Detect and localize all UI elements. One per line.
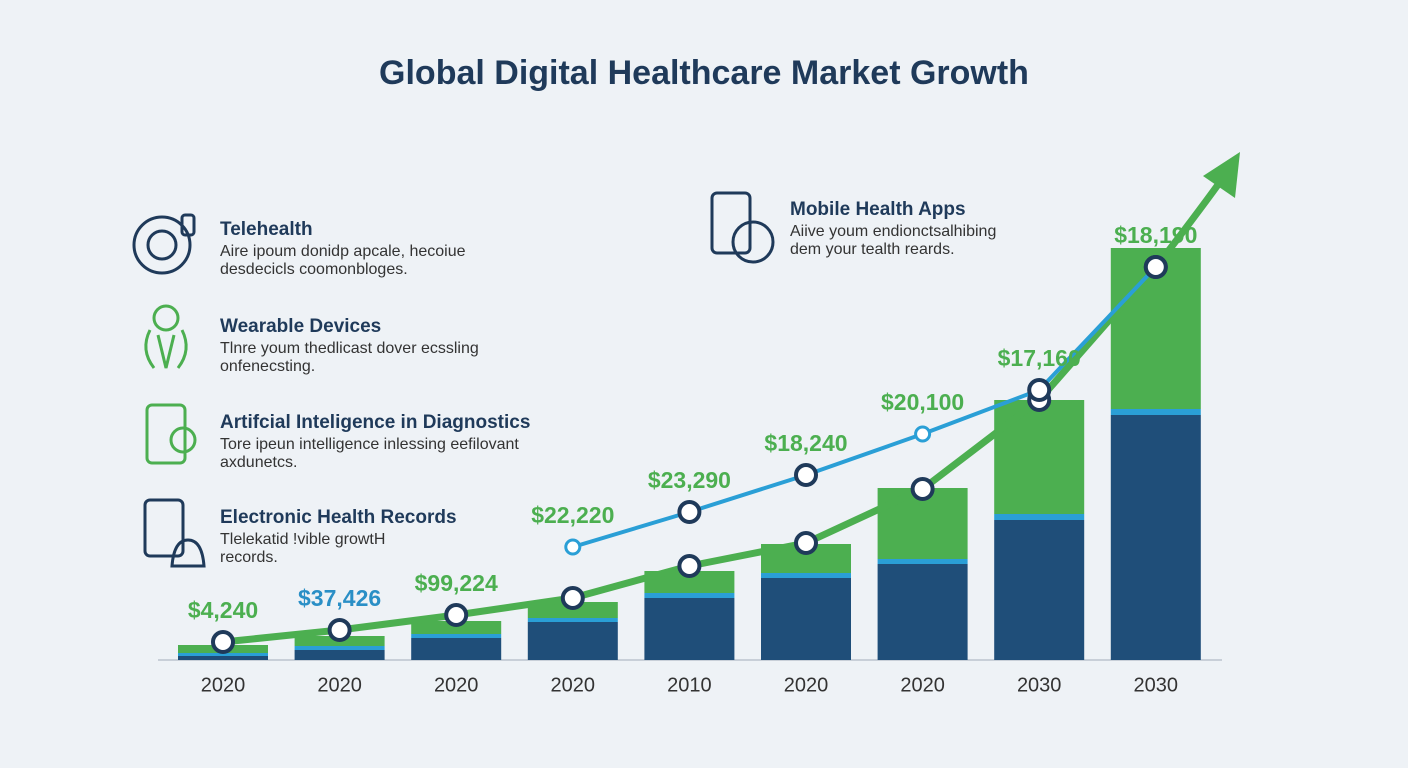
- line-point: [564, 538, 582, 556]
- feature-text: Tlnre youm thedlicast dover ecssling: [220, 340, 479, 357]
- line-point: [677, 554, 702, 578]
- bar-segment: [411, 621, 502, 634]
- wearable-icon-head: [152, 304, 180, 332]
- bar-segment: [877, 559, 968, 564]
- bar-segment: [644, 571, 735, 593]
- arrow-head: [1203, 152, 1240, 198]
- x-tick-label: 2020: [201, 674, 246, 696]
- feature-title: Telehealth: [220, 219, 313, 240]
- feature-title: Electronic Health Records: [220, 507, 457, 528]
- telehealth-icon-inner: [146, 229, 178, 261]
- bar-segment: [527, 622, 618, 660]
- ehr-icon-person: [170, 538, 206, 568]
- point-label: $37,426: [298, 585, 381, 611]
- bar-segment: [761, 578, 851, 660]
- bar-segment: [994, 400, 1085, 514]
- bar-segment: [644, 598, 735, 660]
- ai-icon-phone: [145, 403, 187, 465]
- feature-text: Aire ipoum donidp apcale, hecoiue: [220, 243, 466, 260]
- point-label: $17,160: [998, 345, 1081, 371]
- feature-text: Tore ipeun intelligence inlessing eefilo…: [220, 436, 519, 453]
- point-label: $23,290: [648, 467, 731, 493]
- bar-segment: [761, 573, 851, 578]
- x-tick-label: 2030: [1017, 674, 1062, 696]
- line-point: [560, 586, 585, 610]
- icons: [132, 191, 775, 568]
- line-point: [1027, 378, 1052, 402]
- bar-segment: [527, 618, 618, 622]
- feature-text: records.: [220, 549, 278, 566]
- trend-line: [572, 265, 1158, 549]
- x-tick-label: 2020: [900, 674, 945, 696]
- point-label: $18,240: [764, 430, 847, 456]
- feature-text: desdecicls coomonbloges.: [220, 261, 408, 278]
- bar-segment: [1110, 415, 1201, 660]
- bar-segment: [411, 634, 502, 638]
- bar-segment: [294, 650, 385, 660]
- x-tick-label: 2020: [551, 674, 596, 696]
- x-tick-label: 2020: [317, 674, 362, 696]
- line-point: [444, 603, 469, 627]
- x-tick-label: 2030: [1134, 674, 1179, 696]
- bar-segment: [178, 656, 268, 660]
- line-point: [794, 531, 818, 555]
- line-point: [677, 500, 702, 524]
- bar-segment: [877, 564, 968, 660]
- bar-segment: [411, 638, 502, 660]
- bar-segment: [1110, 409, 1201, 415]
- telehealth-icon: [132, 215, 192, 275]
- x-tick-label: 2020: [784, 674, 829, 696]
- bar-segment: [994, 520, 1085, 660]
- feature-text: Aiive youm endionctsalhibing: [790, 223, 996, 240]
- line-point: [794, 463, 818, 487]
- point-label: $22,220: [531, 502, 614, 528]
- feature-text: dem your tealth reards.: [790, 241, 955, 258]
- feature-title: Mobile Health Apps: [790, 199, 966, 220]
- x-tick-label: 2010: [667, 674, 712, 696]
- line-point: [1143, 255, 1168, 279]
- wearable-icon-body: [144, 329, 188, 369]
- telehealth-icon-phone: [180, 213, 196, 237]
- line-point: [910, 477, 935, 501]
- line-point: [914, 425, 932, 443]
- point-label: $4,240: [188, 597, 258, 623]
- point-label: $18,190: [1114, 222, 1197, 248]
- line-point: [211, 630, 235, 654]
- ehr-icon-phone: [143, 498, 185, 558]
- feature-text: onfenecsting.: [220, 358, 315, 375]
- feature-text: axdunetcs.: [220, 454, 297, 471]
- feature-title: Artifcial Inteligence in Diagnostics: [220, 412, 530, 433]
- mobile-icon-globe: [731, 220, 775, 264]
- chart-title: Global Digital Healthcare Market Growth: [379, 54, 1029, 92]
- point-label: $20,100: [881, 389, 964, 415]
- x-tick-label: 2020: [434, 674, 479, 696]
- bar-segment: [294, 646, 385, 650]
- bar-segment: [178, 653, 268, 656]
- feature-title: Wearable Devices: [220, 316, 381, 337]
- bar-segment: [994, 514, 1085, 520]
- line-point: [327, 618, 352, 642]
- feature-text: Tlelekatid !vible growtH: [220, 531, 385, 548]
- bar-segment: [644, 593, 735, 598]
- point-label: $99,224: [415, 570, 498, 596]
- ai-icon-brain: [169, 426, 197, 454]
